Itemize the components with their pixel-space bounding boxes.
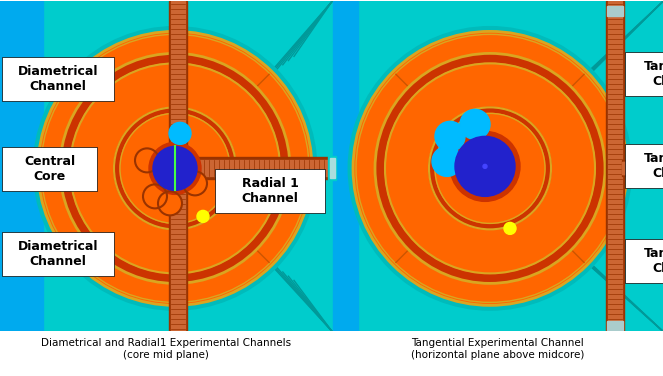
Text: Tangential
Channel: Tangential Channel: [644, 152, 663, 180]
Bar: [2, 147, 97, 191]
Bar: [330, 158, 335, 178]
Circle shape: [435, 121, 465, 152]
Text: Radial 1
Channel: Radial 1 Channel: [241, 177, 298, 205]
Circle shape: [149, 143, 201, 194]
Bar: [240, 123, 270, 143]
Circle shape: [153, 146, 197, 190]
Bar: [625, 240, 663, 284]
Bar: [215, 169, 325, 214]
Bar: [622, 161, 640, 176]
Bar: [622, 162, 640, 174]
Circle shape: [158, 191, 182, 215]
Bar: [185, 161, 332, 176]
Bar: [171, 2, 185, 331]
Text: Tangential
Channel: Tangential Channel: [644, 61, 663, 88]
Bar: [607, 321, 623, 331]
Circle shape: [120, 114, 230, 223]
Circle shape: [60, 53, 290, 284]
Circle shape: [450, 131, 520, 202]
Bar: [2, 58, 114, 102]
Bar: [625, 144, 663, 188]
Bar: [235, 73, 273, 99]
Circle shape: [70, 64, 280, 273]
Text: Diametrical
Channel: Diametrical Channel: [18, 240, 98, 268]
Bar: [328, 156, 336, 180]
Bar: [185, 2, 187, 331]
Bar: [607, 6, 623, 17]
Bar: [169, 2, 171, 331]
Bar: [0, 2, 332, 331]
Circle shape: [460, 109, 490, 139]
Bar: [625, 52, 663, 96]
Circle shape: [35, 28, 315, 308]
Circle shape: [455, 136, 515, 196]
Bar: [0, 2, 43, 331]
Circle shape: [183, 171, 207, 196]
Circle shape: [135, 149, 159, 172]
Bar: [2, 232, 114, 276]
Circle shape: [169, 122, 191, 144]
Circle shape: [483, 164, 487, 168]
Bar: [333, 2, 663, 331]
Circle shape: [197, 211, 209, 222]
Circle shape: [143, 184, 167, 208]
Bar: [622, 2, 624, 331]
Circle shape: [385, 64, 595, 273]
Text: Diametrical
Channel: Diametrical Channel: [18, 65, 98, 93]
Text: Diametrical and Radial1 Experimental Channels
(core mid plane): Diametrical and Radial1 Experimental Cha…: [40, 338, 291, 360]
Bar: [333, 2, 358, 331]
Bar: [185, 158, 332, 179]
Circle shape: [432, 146, 462, 176]
Circle shape: [435, 114, 545, 223]
Bar: [608, 2, 622, 331]
Circle shape: [429, 108, 551, 229]
Text: Tangential
Channel: Tangential Channel: [644, 247, 663, 275]
Circle shape: [504, 222, 516, 234]
Text: Tangential Experimental Channel
(horizontal plane above midcore): Tangential Experimental Channel (horizon…: [410, 338, 584, 360]
Text: Central
Core: Central Core: [24, 155, 75, 183]
Bar: [622, 162, 640, 174]
Circle shape: [350, 28, 630, 308]
Circle shape: [114, 108, 236, 229]
Bar: [606, 2, 608, 331]
Circle shape: [375, 53, 605, 284]
